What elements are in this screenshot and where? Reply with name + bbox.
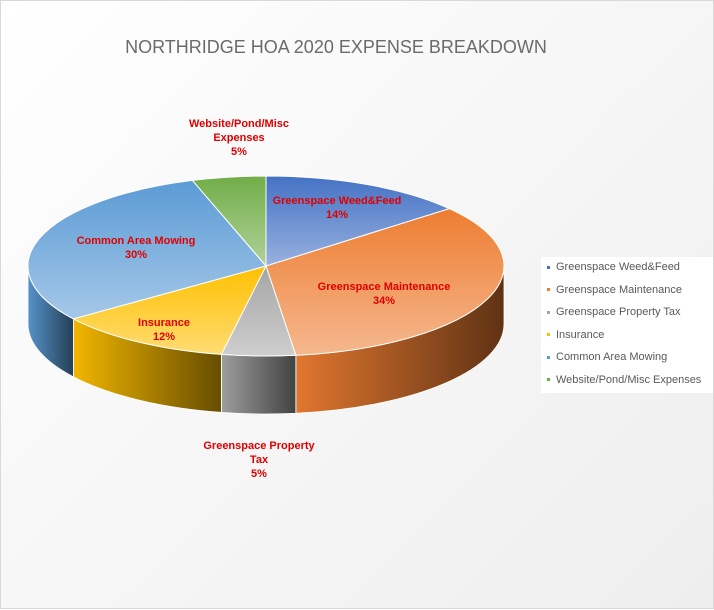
legend-item-greenspace-weed-feed: Greenspace Weed&Feed bbox=[547, 261, 680, 273]
legend-label: Website/Pond/Misc Expenses bbox=[556, 373, 702, 386]
legend-item-common-area-mowing: Common Area Mowing bbox=[547, 351, 667, 363]
legend-label: Greenspace Weed&Feed bbox=[556, 261, 680, 273]
pie-side-greenspace-property-tax bbox=[221, 353, 297, 415]
data-label-greenspace-weed-feed: Greenspace Weed&Feed 14% bbox=[273, 195, 402, 221]
legend-label: Common Area Mowing bbox=[556, 351, 668, 363]
pie-slice-greenspace-maintenance bbox=[265, 208, 505, 356]
legend-item-insurance: Insurance bbox=[547, 329, 604, 341]
pie-slice-common-area-mowing bbox=[27, 179, 267, 320]
legend-marker bbox=[547, 310, 550, 314]
legend-item-greenspace-maintenance: Greenspace Maintenance bbox=[547, 284, 682, 296]
legend-marker bbox=[547, 265, 550, 269]
chart-title: NORTHRIDGE HOA 2020 EXPENSE BREAKDOWN bbox=[125, 37, 547, 57]
legend-item-greenspace-property-tax: Greenspace Property Tax bbox=[547, 306, 681, 318]
data-label-greenspace-maintenance: Greenspace Maintenance 34% bbox=[318, 281, 451, 307]
legend-marker bbox=[547, 355, 550, 359]
legend-label: Greenspace Maintenance bbox=[556, 283, 682, 296]
legend-label: Insurance bbox=[556, 328, 605, 341]
legend-marker bbox=[547, 333, 550, 337]
pie-slice-website-pond-misc-expenses bbox=[191, 175, 267, 268]
data-label-common-area-mowing: Common Area Mowing 30% bbox=[77, 235, 196, 261]
data-label-website-pond-misc-expenses: Website/Pond/Misc Expenses 5% bbox=[189, 118, 289, 158]
pie-slice-greenspace-weed-feed bbox=[265, 175, 451, 267]
legend-item-website-pond-misc-expenses: Website/Pond/Misc Expenses bbox=[547, 374, 701, 386]
legend-marker bbox=[547, 378, 550, 382]
legend-marker bbox=[547, 288, 550, 292]
legend-label: Greenspace Property Tax bbox=[556, 306, 681, 318]
legend: Greenspace Weed&Feed Greenspace Maintenan… bbox=[541, 257, 713, 393]
data-label-insurance: Insurance 12% bbox=[138, 317, 190, 343]
data-label-greenspace-property-tax: Greenspace Property Tax 5% bbox=[203, 440, 315, 480]
pie-slice-insurance bbox=[72, 265, 267, 355]
